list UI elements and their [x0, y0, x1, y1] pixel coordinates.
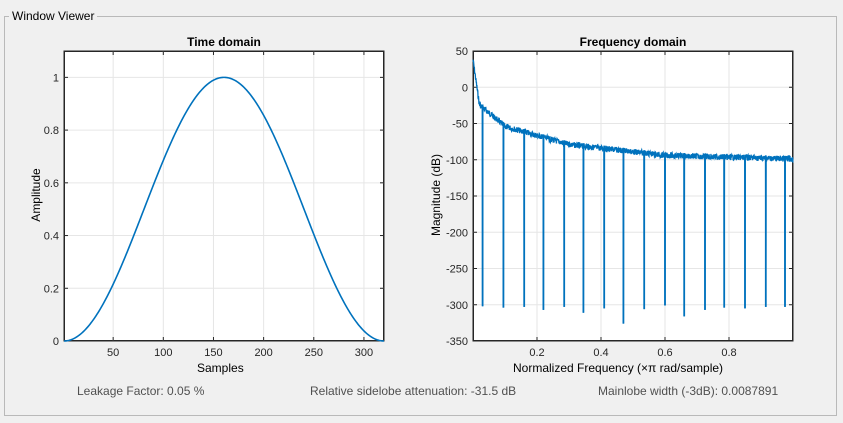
x-tick-label: 0.4: [593, 347, 608, 359]
y-tick-label: 0.6: [44, 178, 59, 190]
y-tick-label: 0.4: [44, 231, 59, 243]
frequency-domain-line: [472, 59, 794, 324]
freq-ylabel: Magnitude (dB): [429, 153, 443, 237]
x-tick-label: 300: [355, 347, 373, 359]
time-domain-line: [63, 76, 385, 342]
leakage-factor-text: Leakage Factor: 0.05 %: [77, 384, 205, 398]
y-tick-label: -150: [446, 191, 468, 203]
y-tick-label: -100: [446, 155, 468, 167]
time-xlabel: Samples: [197, 361, 244, 375]
x-tick-label: 0.8: [721, 347, 736, 359]
mainlobe-width-text: Mainlobe width (-3dB): 0.0087891: [598, 384, 779, 398]
x-tick-label: 50: [107, 347, 119, 359]
window-viewer-panel: [4, 16, 837, 416]
x-tick-label: 100: [154, 347, 172, 359]
x-tick-label: 200: [254, 347, 272, 359]
y-tick-label: 0.8: [44, 125, 59, 137]
time-ylabel: Amplitude: [29, 168, 43, 222]
y-tick-label: -300: [446, 300, 468, 312]
y-tick-label: 50: [456, 46, 468, 58]
x-tick-label: 0.6: [657, 347, 672, 359]
y-tick-label: -250: [446, 264, 468, 276]
x-tick-label: 0.2: [529, 347, 544, 359]
x-tick-label: 150: [204, 347, 222, 359]
y-tick-label: 0: [462, 82, 468, 94]
y-tick-label: 0: [53, 336, 59, 348]
y-tick-label: 1: [53, 72, 59, 84]
freq-xlabel: Normalized Frequency (×π rad/sample): [513, 361, 724, 375]
axes-border: [472, 50, 794, 342]
x-tick-label: 250: [305, 347, 323, 359]
y-tick-label: -200: [446, 227, 468, 239]
panel-title: Window Viewer: [9, 9, 98, 23]
time-domain-title: Time domain: [187, 35, 261, 49]
frequency-domain-title: Frequency domain: [579, 35, 687, 49]
y-tick-label: -50: [452, 119, 468, 131]
y-tick-label: -350: [446, 336, 468, 348]
y-tick-label: 0.2: [44, 283, 59, 295]
axes-border: [63, 50, 385, 342]
sidelobe-attenuation-text: Relative sidelobe attenuation: -31.5 dB: [310, 384, 517, 398]
